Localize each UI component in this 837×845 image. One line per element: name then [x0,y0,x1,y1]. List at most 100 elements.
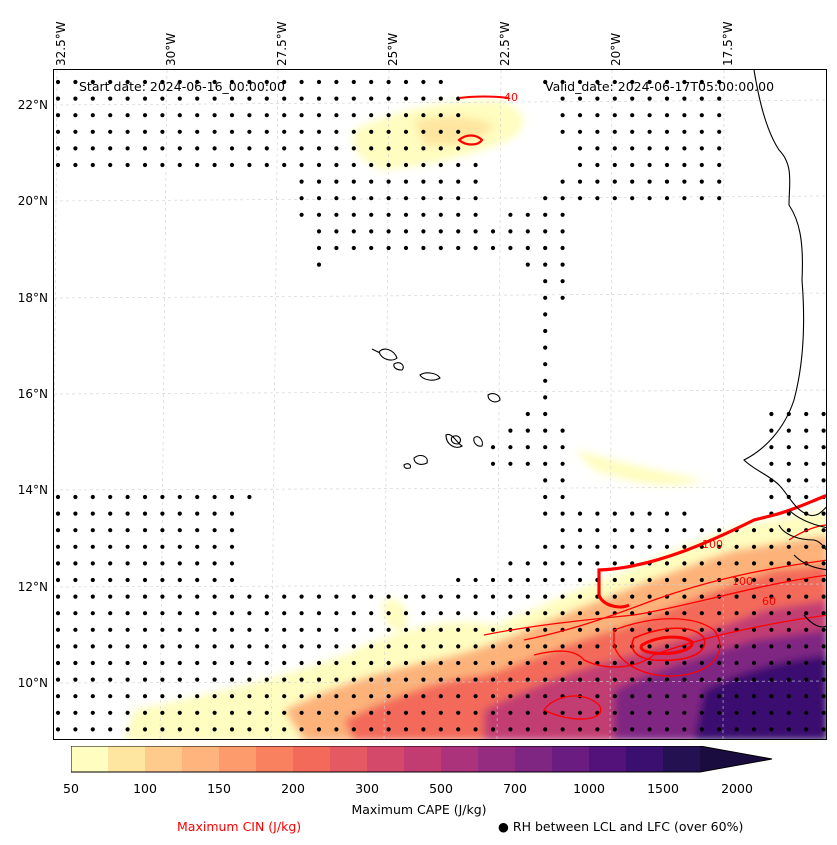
rh-dot [299,179,304,184]
rh-dot [612,677,617,682]
rh-dot [682,577,687,583]
rh-dot [177,129,182,134]
rh-dot [508,677,513,682]
rh-dot [212,644,217,649]
colorbar-segment [441,746,479,772]
rh-dot [664,611,670,616]
rh-dot [577,577,583,583]
rh-dot [734,561,739,566]
rh-dot [577,162,583,168]
rh-dot [612,660,617,666]
rh-dot [543,727,548,732]
rh-dot [403,79,409,85]
rh-dot [473,162,478,168]
rh-dot [142,627,148,632]
rh-dot [55,694,61,699]
rh-dot [630,511,635,516]
rh-dot [664,146,670,151]
rh-dot [525,677,530,682]
rh-dot [386,129,391,134]
rh-dot [108,561,113,566]
rh-dot [682,528,687,533]
rh-dot [577,727,583,732]
rh-dot [386,694,391,699]
rh-dot [73,677,78,682]
rh-dot [403,179,409,184]
rh-dot [473,196,478,201]
rh-dot [421,727,426,732]
rh-dot [543,295,548,300]
colorbar-tick-label: 50 [63,781,79,796]
rh-dot [630,96,635,101]
rh-dot [577,644,583,649]
rh-dot [751,544,757,549]
rh-dot [490,710,496,715]
rh-dot [212,677,217,682]
rh-dot [160,79,165,85]
rh-dot [316,129,322,134]
rh-dot-layer [55,79,826,732]
rh-dot [386,229,391,234]
rh-dot [577,627,583,632]
colorbar-tick-label: 200 [281,781,305,796]
rh-dot [369,660,374,666]
rh-dot [334,710,339,715]
rh-dot [751,644,757,649]
colorbar-extend-arrow [700,746,772,772]
rh-dot [282,710,287,715]
rh-dot [560,577,565,583]
rh-dot [282,129,287,134]
rh-dot [647,594,652,599]
rh-dot [769,727,774,732]
rh-dot [90,660,95,666]
rh-dot [647,96,652,101]
rh-dot [595,627,600,632]
rh-dot [664,561,670,566]
rh-dot [264,96,269,101]
rh-dot [142,611,148,616]
rh-dot [299,694,304,699]
rh-dot [73,79,78,85]
rh-dot [316,627,322,632]
rh-dot [560,279,565,284]
rh-dot [560,229,565,234]
rh-dot [177,694,182,699]
rh-dot [403,594,409,599]
rh-dot [821,561,826,566]
rh-dot [160,494,165,500]
rh-dot [595,162,600,168]
rh-dot [212,511,217,516]
rh-dot [647,544,652,549]
rh-dot [369,710,374,715]
rh-dot [717,129,722,134]
rh-dot [438,146,443,151]
rh-dot [717,710,722,715]
rh-dot [369,196,374,201]
rh-dot [351,245,356,251]
rh-dot [769,677,774,682]
rh-dot [73,528,78,533]
rh-dot [90,561,95,566]
rh-dot [647,627,652,632]
rh-dot [369,594,374,599]
rh-dot [73,727,78,732]
rh-dot [543,544,548,549]
rh-dot [543,594,548,599]
rh-dot [142,96,148,101]
rh-dot [577,677,583,682]
rh-dot [438,677,443,682]
rh-dot [299,212,304,217]
rh-dot [90,113,95,118]
rh-dot [316,196,322,201]
rh-dot [508,644,513,649]
cin-contour-labels: 100 60 100 40 [504,91,776,608]
colorbar-segment [256,746,294,772]
rh-dot [734,677,739,682]
rh-dot [55,727,61,732]
rh-dot [108,511,113,516]
lat-label-18n: 18°N [17,291,48,305]
rh-dot [664,129,670,134]
rh-dot [177,727,182,732]
rh-dot [456,660,461,666]
rh-dot [177,113,182,118]
